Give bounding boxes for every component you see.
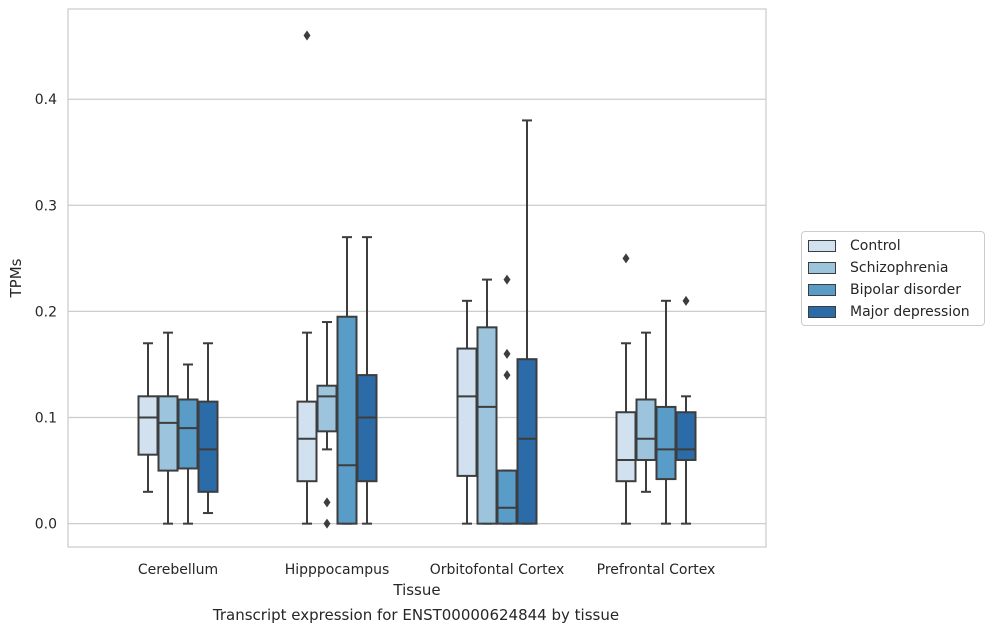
x-axis-title: Tissue bbox=[392, 581, 440, 599]
x-tick-label: Cerebellum bbox=[138, 562, 218, 578]
box-iqr bbox=[615, 411, 637, 483]
x-tick-labels: Cerebellum Hipppocampus Orbitofontal Corte… bbox=[138, 562, 715, 578]
box-iqr bbox=[476, 326, 498, 525]
legend-label-bipolar-disorder: Bipolar disorder bbox=[850, 282, 962, 298]
y-axis-title: TPMs bbox=[7, 258, 25, 298]
legend: Control Schizophrenia Bipolar disorder M… bbox=[801, 231, 985, 326]
box-schizophrenia bbox=[476, 278, 498, 525]
legend-label-major-depression: Major depression bbox=[850, 304, 970, 320]
legend-item-schizophrenia: Schizophrenia bbox=[808, 258, 948, 278]
y-tick-label: 0.2 bbox=[35, 304, 57, 320]
box-bipolar-disorder bbox=[336, 236, 358, 525]
box-iqr bbox=[296, 400, 318, 483]
legend-label-schizophrenia: Schizophrenia bbox=[850, 260, 949, 276]
box-schizophrenia bbox=[157, 331, 179, 525]
legend-swatch-schizophrenia bbox=[808, 262, 836, 274]
box-iqr bbox=[655, 405, 677, 481]
box-major-depression bbox=[516, 119, 538, 525]
box-major-depression bbox=[356, 236, 378, 525]
x-tick-label: Prefrontal Cortex bbox=[597, 562, 716, 578]
legend-swatch-bipolar-disorder bbox=[808, 284, 836, 296]
box-iqr bbox=[516, 358, 538, 525]
box-schizophrenia bbox=[635, 331, 657, 493]
box-plot-marks bbox=[137, 30, 697, 529]
outlier-point bbox=[622, 253, 630, 264]
box-schizophrenia bbox=[316, 321, 338, 529]
box-bipolar-disorder bbox=[177, 363, 199, 525]
x-tick-label: Hipppocampus bbox=[285, 562, 390, 578]
box-iqr bbox=[456, 347, 478, 477]
box-iqr bbox=[316, 384, 338, 433]
box-bipolar-disorder bbox=[655, 299, 677, 525]
y-tick-label: 0.0 bbox=[35, 517, 57, 533]
box-iqr bbox=[675, 411, 697, 461]
legend-swatch-control bbox=[808, 240, 836, 252]
legend-item-major-depression: Major depression bbox=[808, 302, 970, 322]
box-bipolar-disorder bbox=[496, 274, 518, 525]
plot-area-frame bbox=[67, 8, 767, 548]
box-major-depression bbox=[197, 342, 219, 515]
box-major-depression bbox=[675, 295, 697, 525]
box-control bbox=[615, 253, 637, 525]
box-control bbox=[456, 299, 478, 525]
box-iqr bbox=[496, 469, 518, 525]
box-iqr bbox=[137, 395, 159, 456]
box-control bbox=[137, 342, 159, 493]
legend-item-bipolar-disorder: Bipolar disorder bbox=[808, 280, 961, 300]
legend-label-control: Control bbox=[850, 238, 901, 254]
outlier-point bbox=[682, 295, 690, 306]
outlier-point bbox=[323, 497, 331, 508]
outlier-point bbox=[503, 370, 511, 381]
box-iqr bbox=[635, 398, 657, 461]
legend-item-control: Control bbox=[808, 236, 901, 256]
box-iqr bbox=[177, 398, 199, 470]
outlier-point bbox=[303, 30, 311, 41]
outlier-point bbox=[323, 518, 331, 529]
box-iqr bbox=[197, 400, 219, 493]
legend-swatch-major-depression bbox=[808, 306, 836, 318]
box-iqr bbox=[356, 374, 378, 483]
y-tick-label: 0.1 bbox=[35, 411, 57, 427]
x-tick-label: Orbitofontal Cortex bbox=[430, 562, 565, 578]
box-control bbox=[296, 30, 318, 525]
outlier-point bbox=[503, 348, 511, 359]
y-tick-label: 0.3 bbox=[35, 198, 57, 214]
y-tick-labels: 0.0 0.1 0.2 0.3 0.4 bbox=[35, 92, 57, 532]
y-tick-label: 0.4 bbox=[35, 92, 57, 108]
box-iqr bbox=[157, 395, 179, 472]
outlier-point bbox=[503, 274, 511, 285]
chart-caption: Transcript expression for ENST0000062484… bbox=[212, 606, 620, 624]
box-iqr bbox=[336, 315, 358, 525]
